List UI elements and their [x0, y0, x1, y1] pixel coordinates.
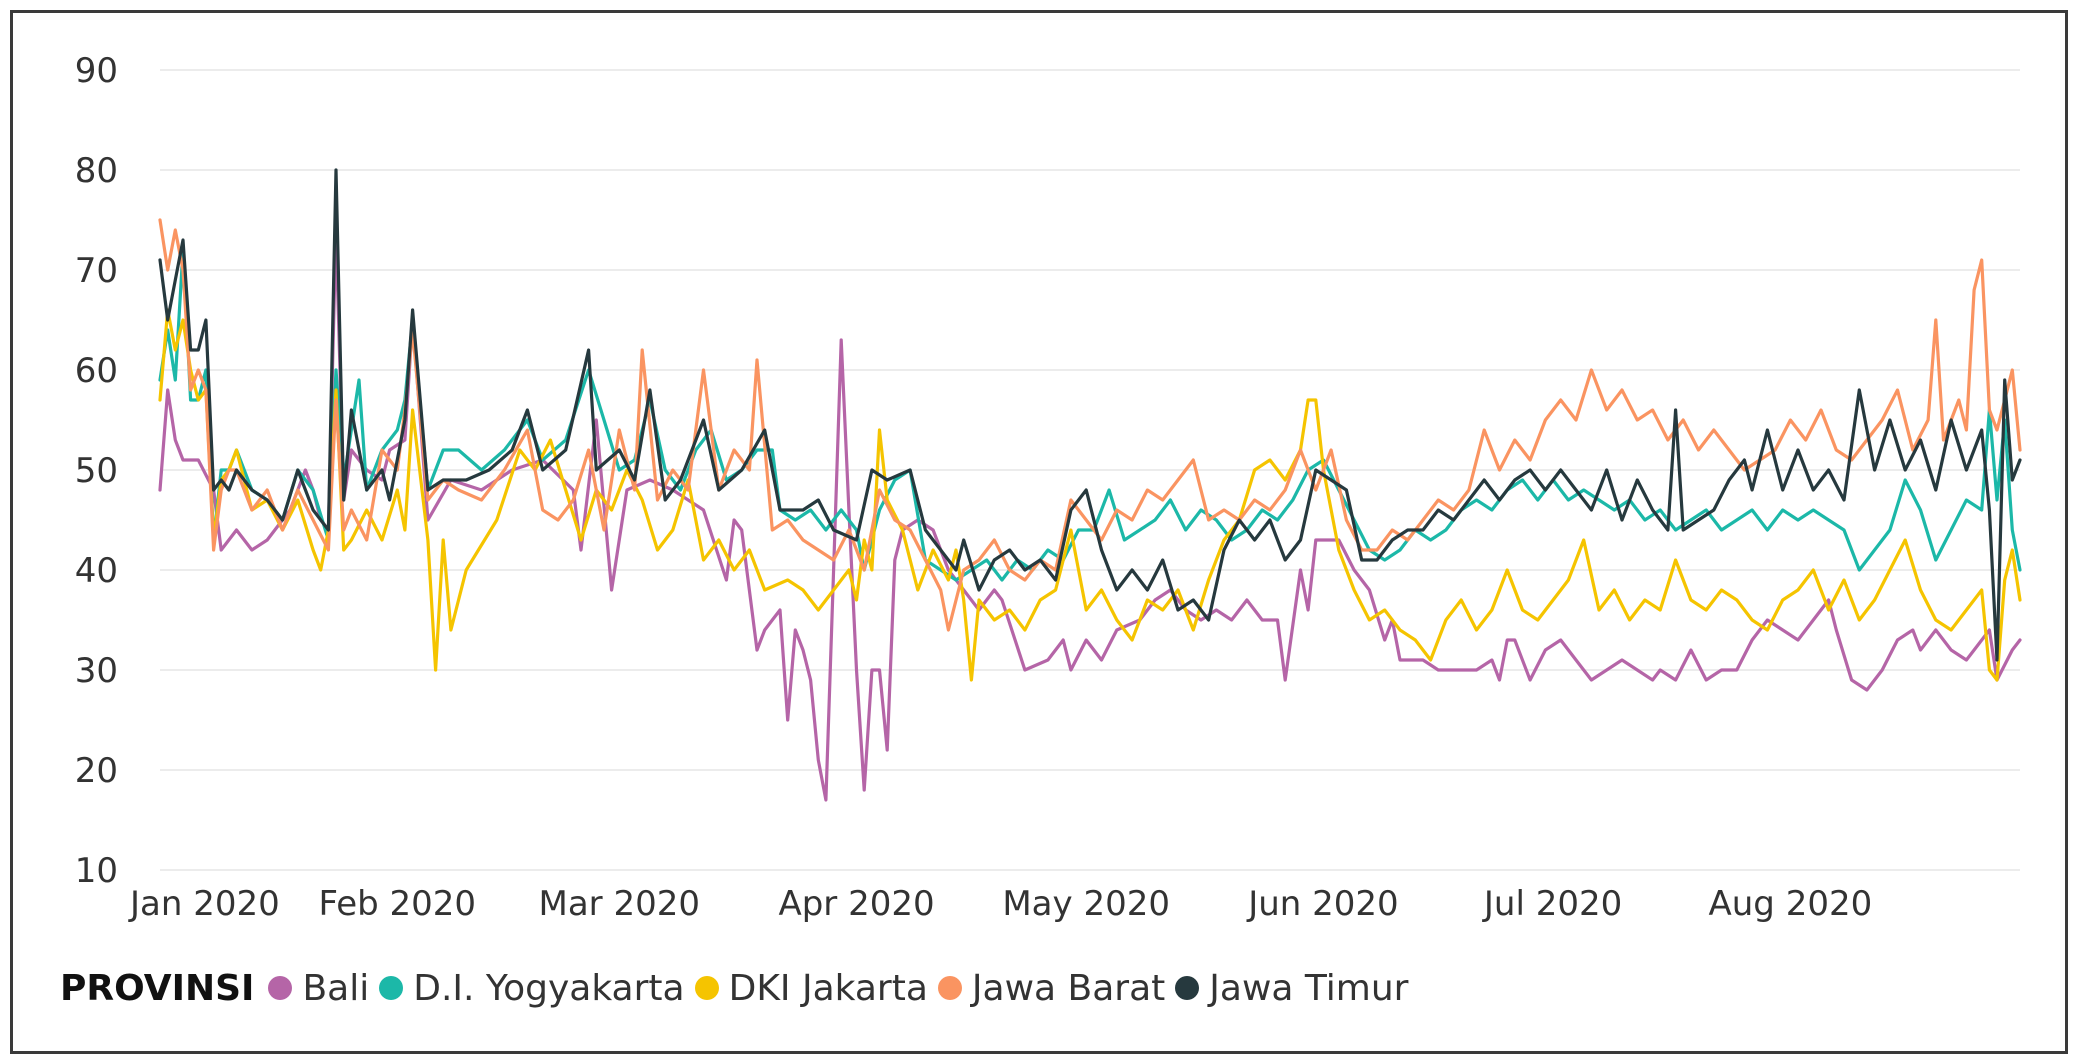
legend-dot-icon: [694, 976, 719, 1000]
series-line-d-i-yogyakarta: [158, 248, 2022, 582]
chart-frame: [10, 10, 2068, 1054]
x-tick-label: Feb 2020: [319, 884, 477, 924]
legend-dot-icon: [379, 976, 404, 1000]
legend-label: Jawa Timur: [1209, 967, 1409, 1009]
legend-item-jawa-barat[interactable]: Jawa Barat: [937, 967, 1166, 1009]
x-tick-label: May 2020: [1002, 884, 1170, 924]
y-tick-label: 30: [75, 651, 118, 691]
x-axis-ticks: Jan 2020 Feb 2020 Mar 2020 Apr 2020 May 2020…: [128, 884, 1872, 924]
y-tick-label: 40: [75, 551, 118, 591]
y-tick-label: 80: [75, 151, 118, 191]
x-tick-label: Jan 2020: [128, 884, 280, 924]
gridlines: [160, 69, 2020, 871]
legend-label: D.I. Yogyakarta: [413, 967, 685, 1009]
y-tick-label: 70: [75, 251, 118, 291]
legend: PROVINSI Bali D.I. Yogyakarta DKI Jakarta J…: [60, 960, 1418, 1016]
legend-item-d-i-yogyakarta[interactable]: D.I. Yogyakarta: [379, 967, 685, 1009]
y-tick-label: 50: [75, 451, 118, 491]
x-tick-label: Mar 2020: [539, 884, 700, 924]
legend-dot-icon: [937, 976, 962, 1000]
x-tick-label: Aug 2020: [1709, 884, 1873, 924]
y-tick-label: 20: [75, 751, 118, 791]
x-tick-label: Jun 2020: [1246, 884, 1398, 924]
x-tick-label: Apr 2020: [778, 884, 934, 924]
legend-title: PROVINSI: [60, 967, 255, 1009]
series-line-jawa-barat: [158, 218, 2022, 632]
y-axis-ticks: 10 20 30 40 50 60 70 80 90: [75, 51, 118, 891]
legend-label: Jawa Barat: [971, 967, 1166, 1009]
y-tick-label: 10: [75, 851, 118, 891]
y-tick-label: 60: [75, 351, 118, 391]
legend-item-dki-jakarta[interactable]: DKI Jakarta: [694, 967, 928, 1009]
legend-item-bali[interactable]: Bali: [268, 968, 369, 1009]
legend-item-jawa-timur[interactable]: Jawa Timur: [1175, 968, 1408, 1009]
series-line-jawa-timur: [158, 168, 2022, 662]
series-line-dki-jakarta: [158, 308, 2022, 682]
legend-label: Bali: [302, 967, 370, 1009]
legend-dot-icon: [1175, 976, 1200, 1000]
series-lines: [158, 168, 2022, 802]
legend-label: DKI Jakarta: [728, 967, 928, 1009]
x-tick-label: Jul 2020: [1482, 884, 1622, 924]
series-line-bali: [158, 228, 2022, 802]
y-tick-label: 90: [75, 51, 118, 91]
legend-dot-icon: [268, 976, 293, 1000]
